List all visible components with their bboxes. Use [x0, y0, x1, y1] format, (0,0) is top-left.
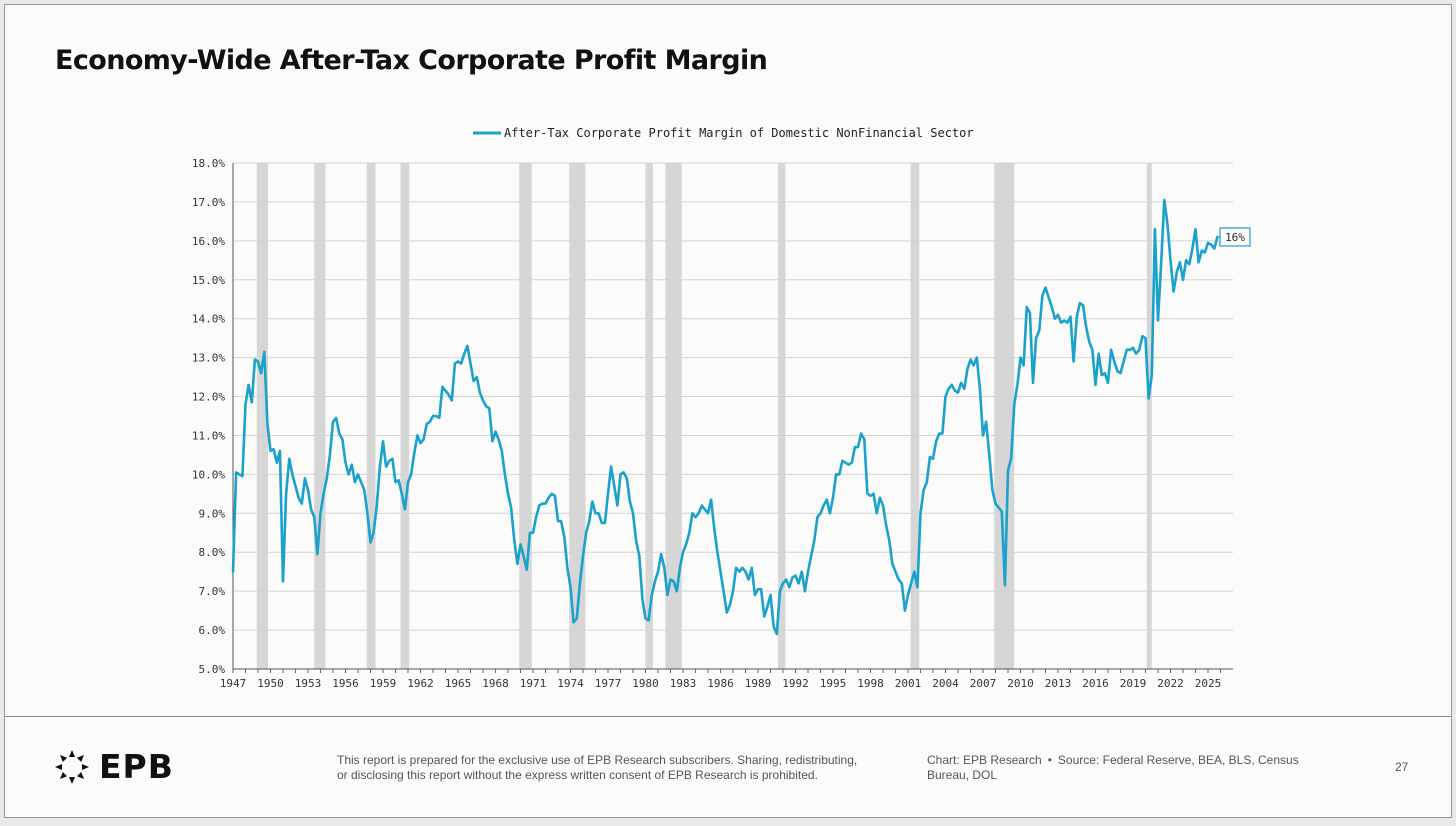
last-value-label-group: 16% — [1217, 227, 1251, 247]
y-tick-label: 18.0% — [192, 157, 225, 170]
page-number: 27 — [1395, 760, 1409, 774]
x-tick-label: 2010 — [1007, 677, 1034, 690]
recession-band — [994, 163, 1015, 669]
x-tick-label: 1950 — [257, 677, 284, 690]
x-tick-label: 1962 — [407, 677, 434, 690]
disclaimer: This report is prepared for the exclusiv… — [337, 753, 897, 783]
legend: After-Tax Corporate Profit Margin of Dom… — [473, 126, 974, 140]
recession-band — [519, 163, 532, 669]
y-tick-label: 12.0% — [192, 391, 225, 404]
recession-band — [910, 163, 920, 669]
recession-band — [366, 163, 376, 669]
x-tick-label: 1959 — [370, 677, 397, 690]
y-tick-label: 13.0% — [192, 352, 225, 365]
x-tick-label: 2025 — [1195, 677, 1222, 690]
x-tick-label: 1983 — [670, 677, 697, 690]
x-tick-label: 2001 — [895, 677, 922, 690]
x-tick-label: 1986 — [707, 677, 734, 690]
y-tick-label: 16.0% — [192, 235, 225, 248]
recession-band — [314, 163, 326, 669]
slide: Economy-Wide After-Tax Corporate Profit … — [4, 4, 1452, 818]
x-tick-label: 1992 — [782, 677, 809, 690]
x-tick-label: 1974 — [557, 677, 584, 690]
y-tick-label: 11.0% — [192, 429, 225, 442]
y-tick-label: 8.0% — [199, 546, 226, 559]
y-tick-label: 5.0% — [199, 663, 226, 676]
disclaimer-line-1: This report is prepared for the exclusiv… — [337, 753, 858, 767]
x-tick-label: 1977 — [595, 677, 622, 690]
credit-separator: • — [1047, 753, 1052, 767]
recession-band — [256, 163, 268, 669]
recession-band — [400, 163, 410, 669]
x-tick-label: 1965 — [445, 677, 472, 690]
recession-band — [1146, 163, 1152, 669]
logo-wordmark: EPB — [99, 747, 174, 786]
y-tick-label: 15.0% — [192, 274, 225, 287]
x-tick-label: 2013 — [1045, 677, 1072, 690]
chart-title: Economy-Wide After-Tax Corporate Profit … — [55, 45, 768, 76]
x-tick-label: 1968 — [482, 677, 509, 690]
series-line — [231, 198, 1219, 636]
recession-band — [645, 163, 653, 669]
source-line-2: Bureau, DOL — [927, 768, 998, 782]
chart-credit: Chart: EPB Research — [927, 753, 1042, 767]
disclaimer-line-2: or disclosing this report without the ex… — [337, 768, 818, 782]
last-value-box — [1219, 227, 1251, 247]
x-tick-label: 1995 — [820, 677, 847, 690]
epb-star-icon — [55, 749, 89, 784]
source-line-1: Source: Federal Reserve, BEA, BLS, Censu… — [1057, 753, 1299, 767]
recession-band — [778, 163, 786, 669]
series — [231, 198, 1219, 636]
x-tick-label: 1989 — [745, 677, 772, 690]
x-tick-label: 2004 — [932, 677, 959, 690]
recession-bands — [256, 163, 1152, 669]
last-value-label: 16% — [1225, 231, 1245, 244]
x-tick-label: 2007 — [970, 677, 997, 690]
x-tick-label: 1971 — [520, 677, 547, 690]
epb-logo: EPB — [53, 747, 174, 786]
footer-divider — [5, 716, 1451, 717]
x-tick-label: 1998 — [857, 677, 884, 690]
y-tick-label: 10.0% — [192, 468, 225, 481]
legend-label: After-Tax Corporate Profit Margin of Dom… — [504, 126, 974, 140]
y-tick-label: 9.0% — [199, 507, 226, 520]
y-tick-label: 7.0% — [199, 585, 226, 598]
x-tick-label: 2016 — [1082, 677, 1109, 690]
axes: 5.0% 6.0% 7.0% 8.0% 9.0% 10.0% 11.0% 12.0% 13.0%… — [192, 157, 1233, 690]
y-tick-label: 17.0% — [192, 196, 225, 209]
x-tick-label: 1953 — [295, 677, 322, 690]
chart: 5.0% 6.0% 7.0% 8.0% 9.0% 10.0% 11.0% 12.0% 13.0%… — [192, 126, 1251, 690]
x-tick-label: 1947 — [220, 677, 247, 690]
x-tick-label: 2022 — [1157, 677, 1184, 690]
x-tick-label: 1980 — [632, 677, 659, 690]
recession-band — [569, 163, 586, 669]
gridlines — [233, 162, 1233, 670]
x-tick-label: 2019 — [1120, 677, 1147, 690]
recession-band — [665, 163, 682, 669]
y-tick-label: 14.0% — [192, 313, 225, 326]
y-tick-label: 6.0% — [199, 624, 226, 637]
source-credit: Chart: EPB Research • Source: Federal Rese… — [927, 753, 1327, 783]
x-tick-label: 1956 — [332, 677, 359, 690]
